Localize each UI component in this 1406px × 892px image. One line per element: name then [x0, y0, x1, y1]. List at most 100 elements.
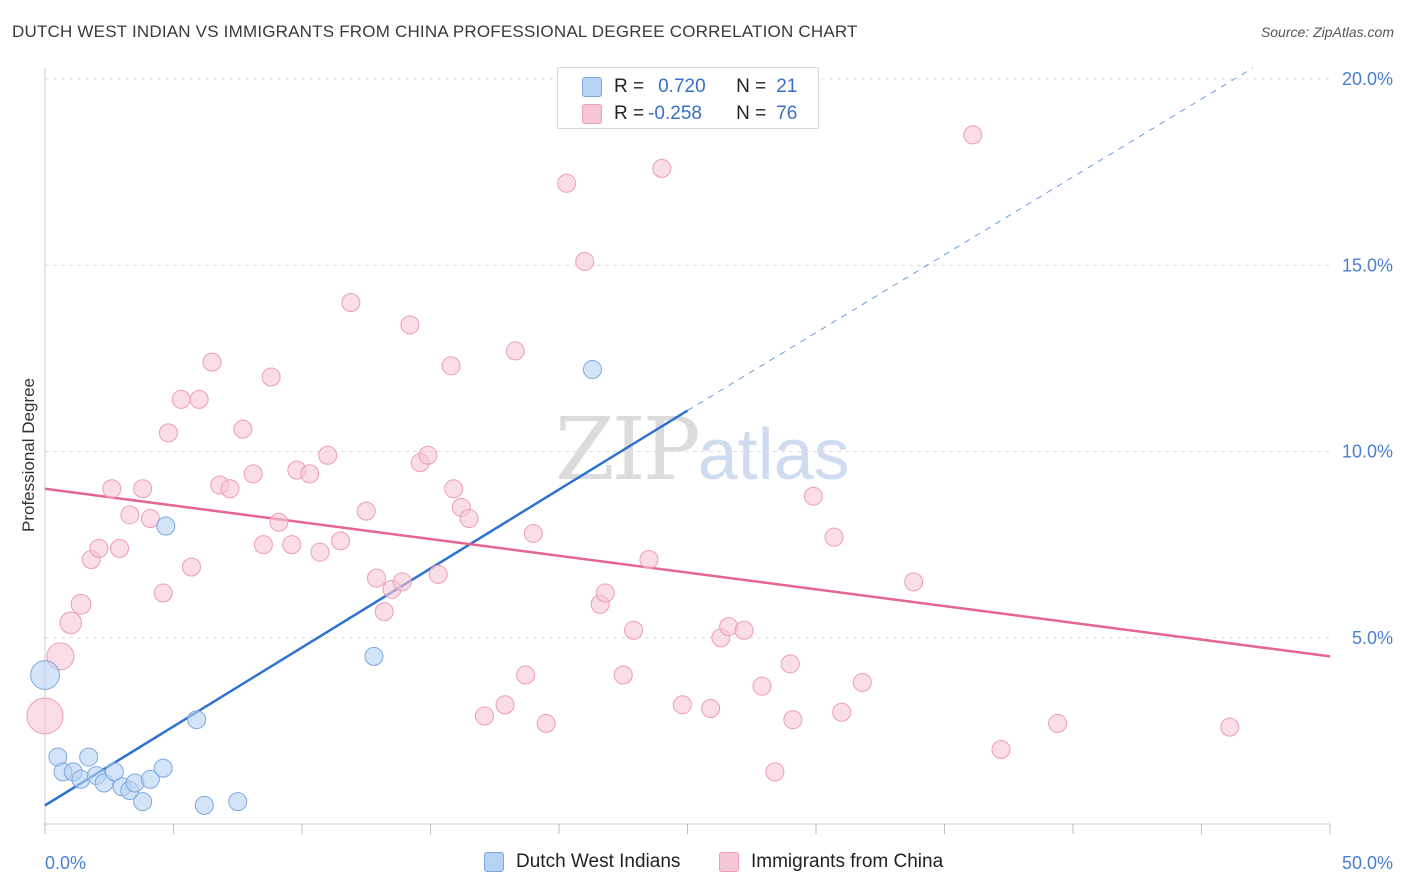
china-point	[701, 699, 721, 719]
dutch-point	[194, 795, 214, 815]
china-point	[418, 445, 438, 465]
china-point	[780, 654, 800, 674]
series-legend: Dutch West Indians Immigrants from China	[0, 851, 1406, 877]
china-point	[331, 531, 351, 551]
dutch-point	[30, 660, 60, 690]
china-point	[852, 672, 872, 692]
china-point	[133, 479, 153, 499]
legend-n-value: 21	[776, 76, 798, 97]
china-point	[765, 762, 785, 782]
china-point	[318, 445, 338, 465]
china-trendline	[44, 487, 1331, 658]
china-point	[624, 620, 644, 640]
china-point	[441, 356, 461, 376]
china-point	[639, 550, 659, 570]
china-point	[261, 367, 281, 387]
legend-n-value: 76	[776, 103, 798, 124]
china-point	[505, 341, 525, 361]
china-point	[140, 509, 160, 529]
series-label-dutch: Dutch West Indians	[516, 851, 681, 872]
x-tick-label: 50.0%	[1342, 853, 1393, 873]
china-point	[253, 535, 273, 555]
source-name: ZipAtlas.com	[1313, 24, 1394, 40]
china-point	[613, 665, 633, 685]
china-point	[963, 125, 983, 145]
legend-swatch-pink	[582, 104, 602, 124]
china-point	[444, 479, 464, 499]
x-tick-label: 0.0%	[45, 853, 86, 873]
grid-layer	[45, 78, 1330, 639]
series-label-china: Immigrants from China	[751, 851, 944, 872]
y-tick-label: 20.0%	[1342, 69, 1393, 89]
china-point	[158, 423, 178, 443]
china-point	[356, 501, 376, 521]
source-prefix: Source:	[1260, 24, 1314, 40]
china-point	[516, 665, 536, 685]
legend-row-china: R = -0.258 N = 76	[582, 101, 797, 127]
china-point	[783, 710, 803, 730]
y-axis-title: Professional Degree	[19, 378, 38, 532]
china-point	[202, 352, 222, 372]
china-point	[220, 479, 240, 499]
china-point	[70, 593, 92, 615]
dutch-point	[364, 646, 384, 666]
dutch-point	[140, 769, 160, 789]
china-point	[734, 620, 754, 640]
legend-n-label: N =	[736, 76, 767, 97]
dutch-point	[228, 792, 248, 812]
legend-r-label: R =	[614, 76, 645, 97]
y-tick-label: 15.0%	[1342, 255, 1393, 275]
china-point	[26, 697, 64, 735]
dutch-point	[153, 758, 173, 778]
dutch-point	[187, 710, 207, 730]
china-point	[120, 505, 140, 525]
china-point	[153, 583, 173, 603]
china-point	[495, 695, 515, 715]
china-point	[282, 535, 302, 555]
china-point	[1048, 713, 1068, 733]
dutch-trendline-extension	[687, 67, 1254, 411]
correlation-legend: R = 0.720 N = 21 R = -0.258 N = 76	[557, 67, 819, 129]
china-point	[523, 523, 543, 543]
legend-swatch-blue	[582, 77, 602, 97]
legend-r-label: R =	[614, 103, 645, 124]
china-point	[400, 315, 420, 335]
series-legend-dutch: Dutch West Indians	[484, 851, 680, 873]
china-point	[374, 602, 394, 622]
series-legend-china: Immigrants from China	[719, 851, 943, 873]
china-point	[824, 527, 844, 547]
dutch-point	[582, 360, 602, 380]
china-point	[652, 158, 672, 178]
china-point	[102, 479, 122, 499]
china-point	[904, 572, 924, 592]
y-tick-label: 5.0%	[1352, 628, 1393, 648]
china-point	[243, 464, 263, 484]
legend-row-dutch: R = 0.720 N = 21	[582, 74, 797, 100]
series-swatch-blue	[484, 852, 504, 872]
china-point	[557, 173, 577, 193]
china-point	[474, 706, 494, 726]
dutch-point	[104, 762, 124, 782]
china-point	[459, 509, 479, 529]
china-point	[189, 389, 209, 409]
china-point	[752, 676, 772, 696]
legend-r-value: 0.720	[658, 76, 706, 97]
china-point	[269, 512, 289, 532]
china-point	[1220, 717, 1240, 737]
china-point	[595, 583, 615, 603]
china-point	[110, 538, 130, 558]
legend-n-label: N =	[736, 103, 767, 124]
china-point	[428, 564, 448, 584]
label-layer: 5.0% 10.0% 15.0% 20.0% 0.0% 50.0% Professional…	[19, 69, 1393, 873]
china-point	[310, 542, 330, 562]
china-point	[991, 740, 1011, 759]
trend-layer	[44, 67, 1331, 807]
china-point	[367, 568, 387, 588]
chart-title: DUTCH WEST INDIAN VS IMMIGRANTS FROM CHI…	[12, 22, 858, 41]
dutch-trendline	[44, 409, 689, 807]
china-point	[672, 695, 692, 715]
series-swatch-pink	[719, 852, 739, 872]
china-point	[803, 486, 823, 506]
china-point	[300, 464, 320, 484]
china-point	[575, 252, 595, 272]
